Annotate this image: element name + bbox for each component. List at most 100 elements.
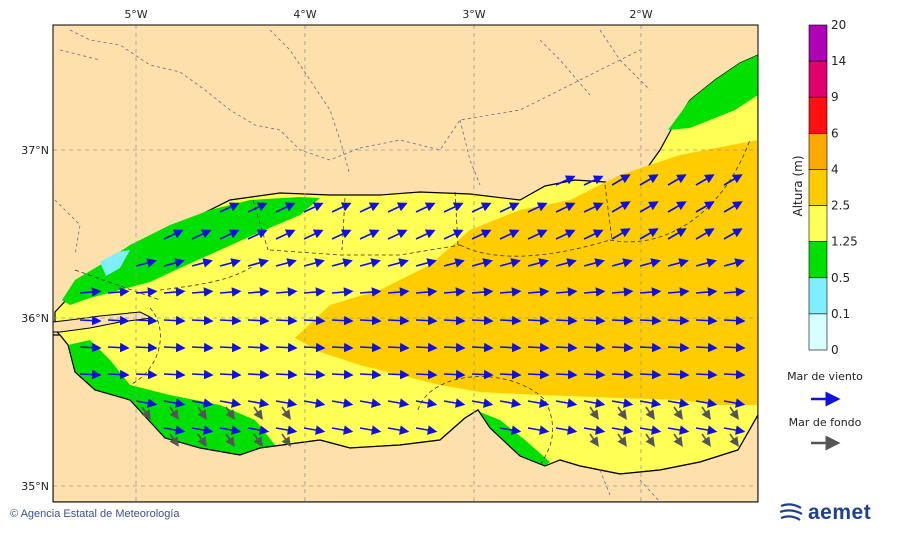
- wind-sea-vector: [583, 425, 606, 435]
- wind-sea-vector: [275, 287, 298, 297]
- wind-sea-vector: [275, 229, 296, 240]
- wind-sea-vector: [303, 398, 326, 408]
- wind-sea-vector: [331, 258, 353, 268]
- wind-sea-vector: [107, 315, 130, 326]
- wind-sea-vector: [723, 342, 746, 353]
- wind-sea-vector: [135, 369, 158, 380]
- colorbar-swatch: [808, 133, 828, 170]
- wind-sea-vector: [247, 202, 268, 213]
- wind-sea-vector: [303, 342, 326, 353]
- lon-tick-labels: 5°W 4°W 3°W 2°W: [124, 8, 652, 21]
- colorbar-swatch: [808, 24, 828, 62]
- wind-sea-vector: [583, 258, 605, 268]
- wind-sea-vector: [499, 258, 521, 268]
- wind-sea-vector: [135, 258, 157, 268]
- wind-sea-vector: [107, 342, 130, 353]
- wind-sea-vector: [387, 369, 410, 380]
- wind-sea-vector: [639, 425, 662, 435]
- wind-sea-vector: [415, 229, 436, 240]
- colorbar-tick-label: 14: [831, 54, 846, 68]
- wind-sea-vector: [527, 425, 550, 435]
- zone-2-5-4m: [295, 140, 758, 405]
- wind-sea-vector: [247, 342, 270, 353]
- wind-sea-vector: [163, 315, 186, 326]
- wind-sea-vector: [163, 229, 184, 240]
- swell-vector: [197, 433, 207, 447]
- wind-sea-vector: [695, 174, 715, 186]
- colorbar-tick-label: 1.25: [831, 235, 858, 249]
- wind-sea-vector: [555, 369, 578, 380]
- colorbar-tick-label: 0.5: [831, 271, 850, 285]
- wind-sea-vector: [275, 398, 298, 408]
- wind-sea-vector: [387, 229, 408, 240]
- wind-sea-vector: [191, 258, 213, 268]
- wind-sea-vector: [499, 229, 520, 240]
- wind-sea-vector: [499, 398, 522, 408]
- colorbar-tick-label: 4: [831, 162, 839, 176]
- wind-sea-vector: [79, 369, 102, 380]
- wind-sea-vector: [303, 369, 326, 380]
- wind-sea-vector: [359, 398, 382, 408]
- wind-sea-vector: [387, 342, 410, 353]
- swell-vector: [673, 433, 683, 447]
- wind-sea-vector: [219, 369, 242, 380]
- wind-sea-vector: [555, 258, 577, 268]
- wind-sea-vector: [639, 369, 662, 380]
- swell-label: Mar de fondo: [789, 416, 862, 429]
- swell-vector: [617, 406, 627, 420]
- wind-sea-vector: [583, 175, 604, 186]
- colorbar-tick-label: 9: [831, 90, 839, 104]
- wind-sea-vector: [583, 342, 606, 353]
- wind-sea-vector: [471, 229, 492, 240]
- wind-sea-vector: [471, 398, 494, 408]
- wind-sea-vector: [471, 258, 493, 268]
- zone-0-1-0-5m: [100, 250, 130, 276]
- wind-sea-vector: [555, 229, 576, 240]
- wind-sea-label: Mar de viento: [787, 370, 863, 383]
- wind-sea-vector: [667, 369, 690, 380]
- wind-sea-vector: [415, 202, 436, 213]
- zone-0-5-1-25m-north: [62, 197, 320, 305]
- wind-sea-vector: [219, 258, 241, 268]
- wind-sea-vector: [695, 425, 718, 435]
- wind-sea-vector: [247, 398, 270, 408]
- wind-sea-vector: [443, 342, 466, 353]
- wind-sea-vector: [415, 315, 438, 326]
- wind-sea-vector: [695, 287, 718, 297]
- wind-sea-vector: [415, 258, 437, 268]
- wind-sea-vector: [331, 229, 352, 240]
- wind-sea-vector: [527, 287, 550, 297]
- wind-sea-vector: [667, 228, 687, 240]
- wind-sea-vector: [219, 315, 242, 326]
- wind-sea-vector: [387, 287, 410, 297]
- wind-sea-vector: [359, 369, 382, 380]
- wind-sea-vector: [695, 369, 718, 380]
- wind-sea-vector: [611, 315, 634, 326]
- wind-sea-vector: [331, 202, 352, 213]
- wind-sea-vector: [527, 342, 550, 353]
- wind-sea-vector: [107, 369, 130, 380]
- zone-0-5-1-25m-east: [668, 55, 758, 130]
- wind-sea-vector: [303, 258, 325, 268]
- colorbar-tick-label: 0: [831, 343, 839, 357]
- wind-sea-vector: [583, 229, 604, 240]
- wind-sea-vector: [247, 369, 270, 380]
- wind-sea-vector: [191, 229, 212, 240]
- wind-sea-vector: [723, 315, 746, 326]
- wind-sea-vector: [527, 258, 549, 268]
- swell-vector: [673, 406, 683, 420]
- wind-sea-vector: [499, 287, 522, 297]
- map-area: [53, 25, 758, 502]
- wind-sea-vector: [163, 258, 185, 268]
- lat-label: 35°N: [21, 480, 49, 493]
- wind-sea-vector: [723, 425, 746, 435]
- wind-sea-vector: [79, 315, 102, 326]
- wind-sea-vector: [471, 315, 494, 326]
- wind-sea-vector: [191, 315, 214, 326]
- wind-sea-vector: [639, 398, 662, 408]
- wind-sea-vector: [443, 229, 464, 240]
- colorbar-tick-label: 0.1: [831, 307, 850, 321]
- swell-vector: [589, 406, 599, 420]
- wind-sea-vector: [667, 174, 687, 186]
